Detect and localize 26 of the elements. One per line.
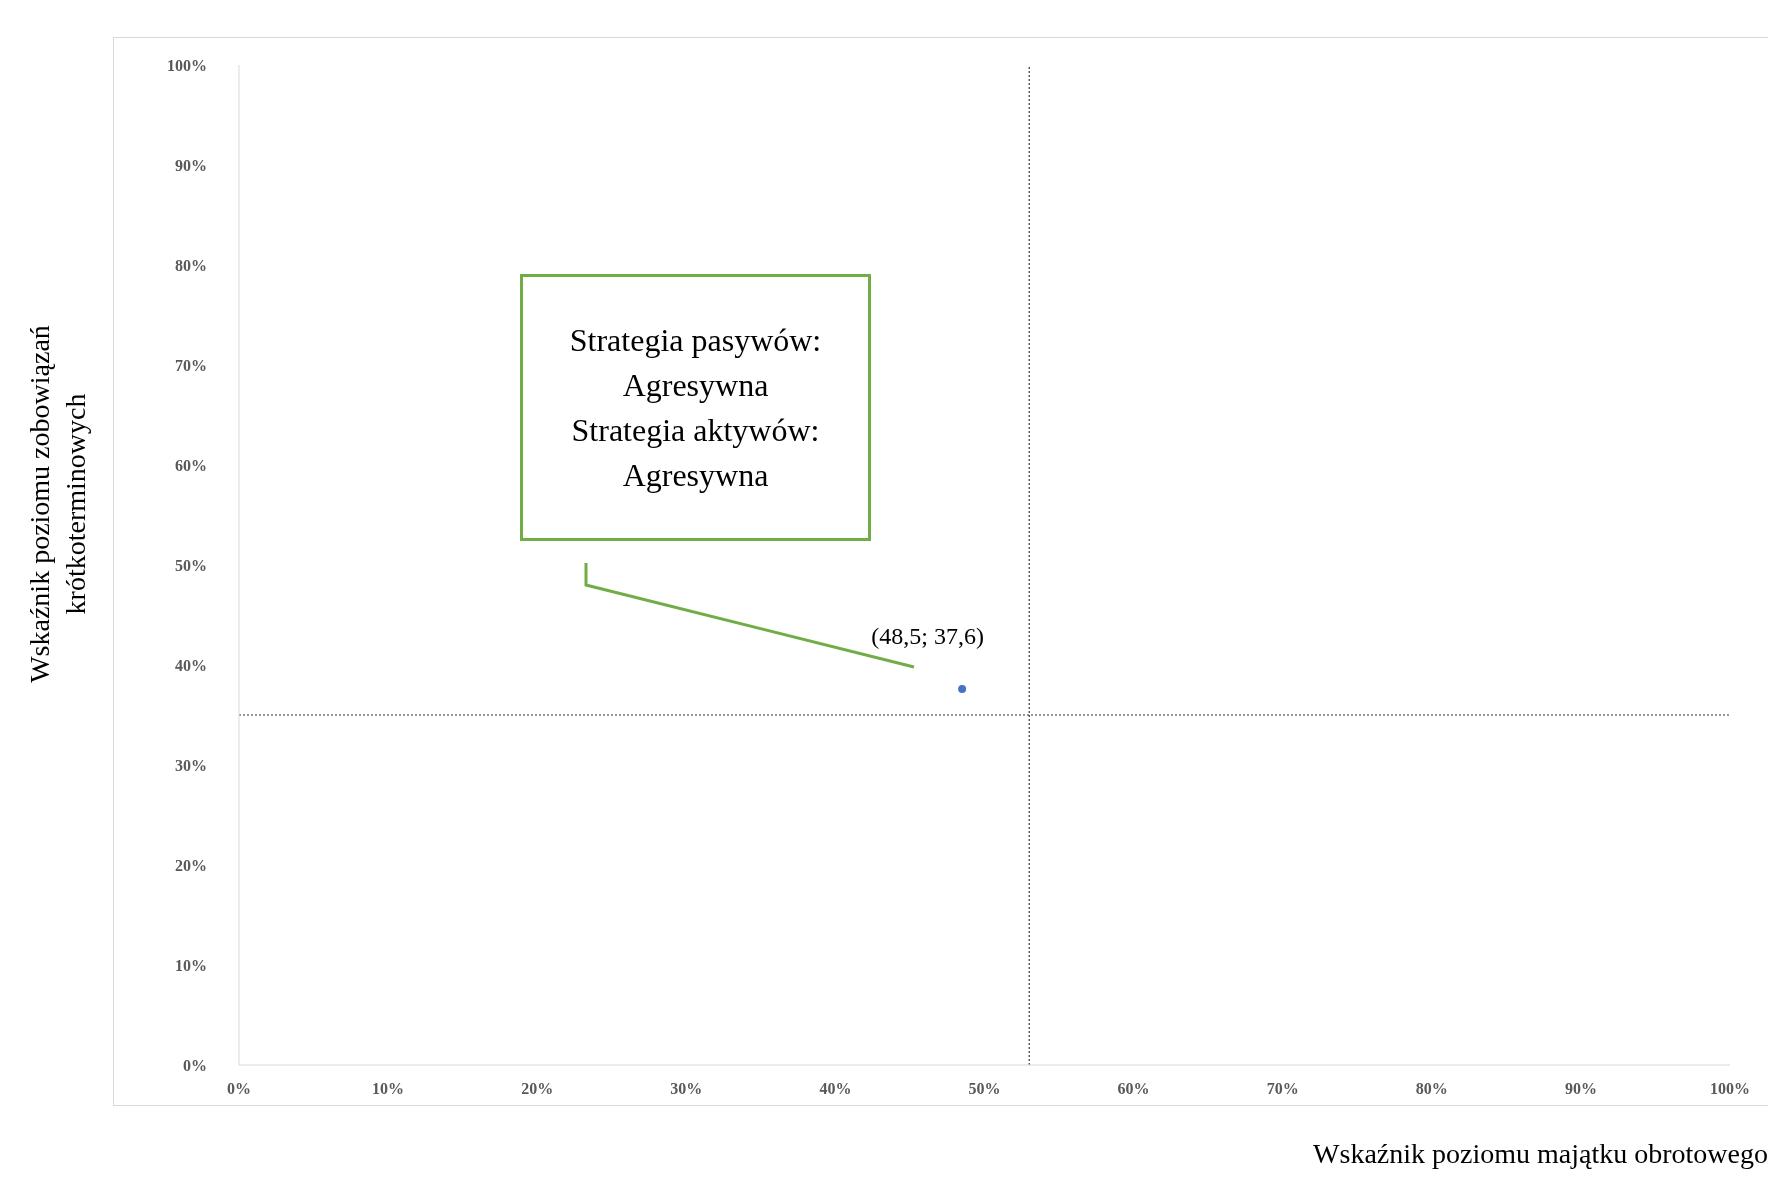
y-axis-title: Wskaźnik poziomu zobowiązań krótkoterminowych (23, 325, 92, 683)
y-tick-label: 60% (175, 456, 207, 474)
y-tick-label: 50% (175, 556, 207, 574)
y-tick-label: 30% (175, 756, 207, 774)
y-tick-label: 90% (175, 156, 207, 174)
y-tick-label: 20% (175, 856, 207, 874)
data-label: (48,5; 37,6) (871, 623, 984, 650)
x-tick-label: 90% (1564, 1080, 1597, 1098)
x-tick-label: 70% (1266, 1080, 1299, 1098)
x-tick-label: 60% (1117, 1080, 1150, 1098)
x-tick-label: 20% (521, 1080, 554, 1098)
y-tick-label: 0% (183, 1056, 207, 1074)
x-tick-label: 0% (227, 1080, 251, 1098)
y-tick-label: 10% (175, 956, 207, 974)
x-tick-label: 40% (819, 1080, 852, 1098)
y-tick-label: 70% (175, 356, 207, 374)
x-axis-title: Wskaźnik poziomu majątku obrotowego (1313, 1138, 1768, 1170)
y-tick-label: 80% (175, 256, 207, 274)
y-tick-label: 100% (167, 56, 207, 74)
y-tick-label: 40% (175, 656, 207, 674)
x-tick-label: 100% (1710, 1080, 1750, 1098)
callout-box: Strategia pasywów: Agresywna Strategia aktywów: Agresywna (520, 274, 871, 541)
x-tick-label: 50% (968, 1080, 1001, 1098)
x-tick-label: 30% (670, 1080, 703, 1098)
x-tick-label: 10% (372, 1080, 405, 1098)
x-tick-label: 80% (1415, 1080, 1448, 1098)
